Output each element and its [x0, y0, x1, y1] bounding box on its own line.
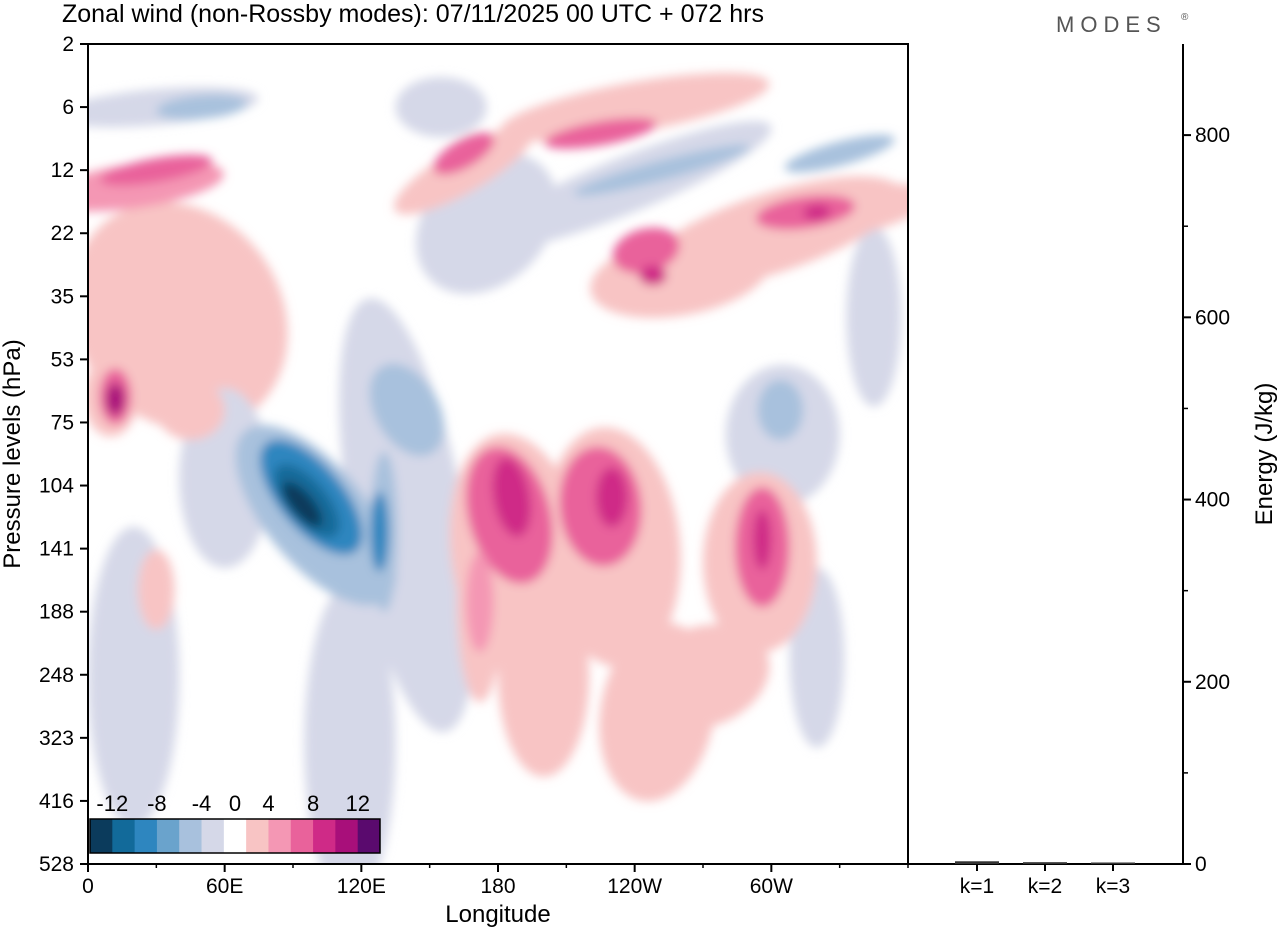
- colorbar-swatch: [357, 819, 381, 853]
- contour-blob: [636, 624, 770, 730]
- contour-blob: [596, 467, 628, 528]
- y-tick-label: 12: [51, 159, 74, 182]
- y-tick-label: 141: [39, 538, 74, 561]
- colorbar-labels: -12 -8 -4 0 4 8 12: [96, 791, 370, 816]
- y-axis-label: Pressure levels (hPa): [0, 339, 26, 568]
- colorbar-tick-label: -12: [96, 791, 128, 816]
- energy-bars: [955, 861, 1135, 864]
- y-tick-label: 75: [51, 411, 74, 434]
- contour-blob: [612, 227, 680, 274]
- colorbar-tick-label: -8: [147, 791, 167, 816]
- colorbar-swatch: [134, 819, 158, 853]
- energy-bar-labels: k=1 k=2 k=3: [960, 864, 1130, 898]
- energy-tick-label: 0: [1195, 853, 1207, 876]
- y-tick-label: 35: [51, 285, 74, 308]
- y-tick-label: 104: [39, 475, 74, 498]
- y-tick-label: 416: [39, 790, 74, 813]
- contour-blob: [369, 363, 445, 457]
- contour-blob: [492, 457, 531, 537]
- energy-tick-label: 800: [1195, 124, 1230, 147]
- colorbar-tick-label: 12: [345, 791, 369, 816]
- contour-blob: [544, 117, 657, 149]
- contour-blob: [500, 72, 770, 142]
- energy-bar-label: k=2: [1028, 875, 1062, 898]
- colorbar-tick-label: 0: [229, 791, 241, 816]
- energy-bar: [955, 861, 999, 864]
- colorbar-swatch: [112, 819, 136, 853]
- logo-registered-mark: ®: [1181, 12, 1189, 23]
- energy-bar-label: k=1: [960, 875, 994, 898]
- x-tick-label: 120W: [607, 875, 662, 898]
- x-tick-label: 180: [480, 875, 515, 898]
- contour-blob: [393, 126, 534, 215]
- x-tick-label: 60E: [206, 875, 243, 898]
- colorbar-swatch: [335, 819, 359, 853]
- contour-blob: [304, 583, 396, 864]
- x-tick-label: 120E: [337, 875, 386, 898]
- contour-blob: [573, 144, 751, 196]
- colorbar-swatch: [156, 819, 180, 853]
- contour-blob: [282, 481, 323, 528]
- longitude-axis: 0 60E 120E 180 120W 60W: [82, 864, 909, 898]
- colorbar: [89, 818, 381, 854]
- x-tick-label: 60W: [750, 875, 793, 898]
- contour-blob: [106, 383, 125, 416]
- colorbar-frame: [89, 818, 381, 854]
- y-tick-label: 22: [51, 222, 74, 245]
- colorbar-swatch: [290, 819, 314, 853]
- contour-blob: [370, 491, 389, 572]
- pressure-axis: 2 6 12 22 35 53 75 104 141 188 248 323 416 528: [39, 33, 88, 876]
- y-tick-label: 323: [39, 727, 74, 750]
- x-tick-label: 0: [82, 875, 94, 898]
- y-tick-label: 53: [51, 348, 74, 371]
- y-tick-label: 2: [62, 33, 74, 56]
- chart-title: Zonal wind (non-Rossby modes): 07/11/202…: [62, 0, 764, 28]
- contour-blob: [803, 204, 831, 221]
- energy-bar: [1023, 862, 1067, 864]
- heatmap-panel: [88, 44, 908, 864]
- y-tick-label: 188: [39, 601, 74, 624]
- contour-blob: [639, 265, 667, 286]
- colorbar-swatch: [268, 819, 292, 853]
- contour-blob: [100, 154, 213, 186]
- colorbar-swatch: [90, 819, 113, 853]
- y-tick-label: 6: [62, 96, 74, 119]
- colorbar-swatch: [223, 819, 247, 853]
- colorbar-tick-label: 8: [307, 791, 319, 816]
- colorbar-swatch: [313, 819, 336, 853]
- x-axis-label: Longitude: [445, 901, 550, 928]
- contour-blob: [466, 552, 494, 653]
- y-tick-label: 528: [39, 853, 74, 876]
- contour-blob: [784, 134, 895, 173]
- contour-blob: [156, 379, 225, 440]
- energy-tick-label: 200: [1195, 671, 1230, 694]
- energy-bar-label: k=3: [1096, 875, 1130, 898]
- contour-blob: [846, 226, 902, 407]
- colorbar-swatch: [246, 819, 269, 853]
- contour-blob: [753, 509, 772, 570]
- y-tick-label: 248: [39, 664, 74, 687]
- contour-blob: [395, 77, 487, 138]
- contour-blob: [433, 132, 495, 175]
- energy-tick-label: 600: [1195, 306, 1230, 329]
- contour-blob: [757, 379, 804, 440]
- contour-blob: [138, 549, 175, 630]
- colorbar-tick-label: 4: [262, 791, 274, 816]
- energy-bar: [1091, 862, 1135, 864]
- modes-logo: MODES: [1056, 12, 1167, 37]
- colorbar-swatch: [179, 819, 203, 853]
- contour-blob: [156, 94, 248, 120]
- colorbar-tick-label: -4: [192, 791, 212, 816]
- energy-tick-label: 400: [1195, 489, 1230, 512]
- colorbar-swatch: [201, 819, 225, 853]
- energy-axis: 0 200 400 600 800: [1183, 124, 1230, 876]
- energy-axis-label: Energy (J/kg): [1251, 383, 1278, 526]
